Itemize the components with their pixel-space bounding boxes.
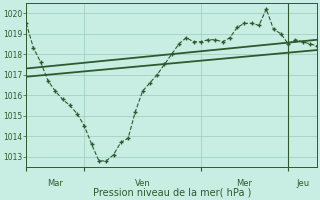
Text: Mar: Mar [47, 179, 63, 188]
Text: Mer: Mer [236, 179, 252, 188]
Text: Jeu: Jeu [296, 179, 309, 188]
Text: Ven: Ven [135, 179, 150, 188]
X-axis label: Pression niveau de la mer( hPa ): Pression niveau de la mer( hPa ) [92, 187, 251, 197]
